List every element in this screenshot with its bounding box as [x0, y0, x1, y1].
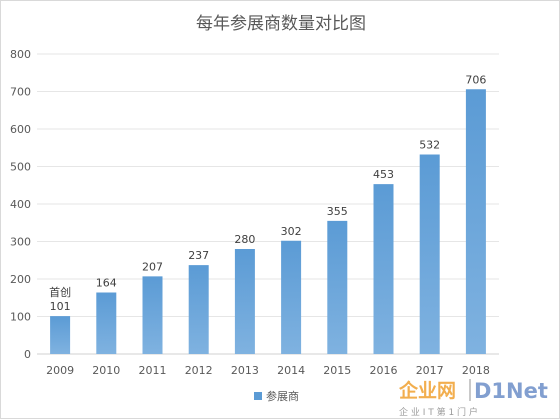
- y-tick-label: 700: [10, 86, 31, 99]
- bar-2018[interactable]: [465, 89, 486, 354]
- watermark-brand-cn: 企业网: [398, 379, 456, 402]
- x-tick-label: 2009: [46, 364, 74, 377]
- bar-2017[interactable]: [419, 154, 440, 355]
- annotation-2009: 首创: [49, 285, 71, 299]
- y-tick-label: 200: [10, 273, 31, 286]
- x-tick-label: 2010: [92, 364, 120, 377]
- y-tick-label: 400: [10, 198, 31, 211]
- x-tick-label: 2013: [231, 364, 259, 377]
- y-tick-label: 800: [10, 48, 31, 61]
- data-label-2014: 302: [281, 225, 302, 238]
- data-label-2009: 101: [50, 300, 71, 313]
- bar-2015[interactable]: [327, 220, 348, 354]
- bar-2011[interactable]: [142, 276, 163, 354]
- legend[interactable]: 参展商: [254, 389, 299, 403]
- bar-2009[interactable]: [50, 316, 71, 354]
- y-tick-label: 300: [10, 236, 31, 249]
- d1net-watermark-logo: 企业网 D1Net 企 业 I T 第 1 门 户: [398, 379, 548, 418]
- data-label-2018: 706: [465, 73, 486, 86]
- bar-2016[interactable]: [373, 184, 394, 354]
- data-label-2012: 237: [188, 249, 209, 262]
- x-tick-label: 2016: [370, 364, 398, 377]
- watermark-brand-en: D1Net: [474, 379, 548, 403]
- x-tick-label: 2012: [185, 364, 213, 377]
- bar-2010[interactable]: [96, 292, 117, 355]
- bar-2012[interactable]: [188, 265, 209, 354]
- y-tick-label: 100: [10, 311, 31, 324]
- bar-2014[interactable]: [281, 240, 302, 354]
- x-tick-label: 2011: [139, 364, 167, 377]
- y-axis-ticks: 0 100 200 300 400 500 600 700 800: [10, 48, 31, 361]
- bar-2013[interactable]: [234, 249, 255, 354]
- data-label-2010: 164: [96, 277, 117, 290]
- watermark-divider: [469, 379, 471, 401]
- watermark-tagline: 企 业 I T 第 1 门 户: [399, 406, 478, 418]
- data-label-2017: 532: [419, 139, 440, 152]
- legend-swatch: [254, 392, 262, 400]
- legend-label: 参展商: [266, 389, 299, 403]
- chart-title: 每年参展商数量对比图: [196, 14, 366, 34]
- data-label-2013: 280: [234, 233, 255, 246]
- y-tick-label: 500: [10, 161, 31, 174]
- data-label-2016: 453: [373, 168, 394, 181]
- y-tick-label: 0: [24, 348, 31, 361]
- x-tick-label: 2014: [277, 364, 305, 377]
- y-tick-label: 600: [10, 123, 31, 136]
- x-tick-label: 2018: [462, 364, 490, 377]
- data-label-2015: 355: [327, 205, 348, 218]
- x-tick-label: 2017: [416, 364, 444, 377]
- data-label-2011: 207: [142, 260, 163, 273]
- x-tick-label: 2015: [323, 364, 351, 377]
- x-axis-ticks: 2009 2010 2011 2012 2013 2014 2015 2016 2017 2018: [46, 364, 490, 377]
